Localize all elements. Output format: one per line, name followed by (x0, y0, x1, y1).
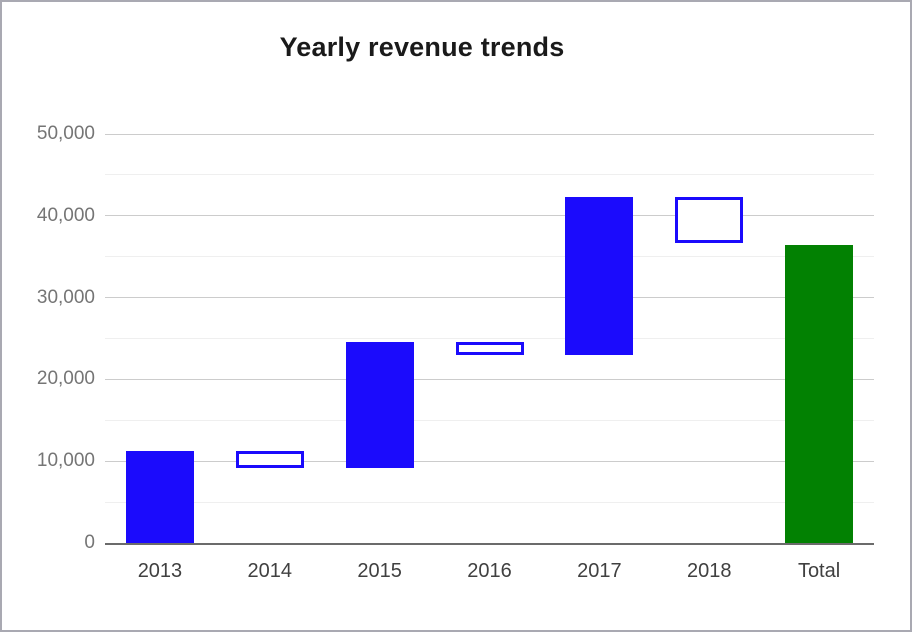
bar-total[interactable] (785, 245, 854, 543)
y-tick-label: 30,000 (36, 286, 95, 308)
gridline-minor (105, 256, 874, 258)
x-axis-label-2018: 2018 (686, 560, 732, 582)
bar-2018[interactable] (675, 196, 744, 243)
x-axis-label-2016: 2016 (467, 560, 512, 582)
gridline-minor (105, 174, 874, 176)
gridline-major (105, 378, 874, 380)
x-axis-label-2017: 2017 (577, 560, 622, 582)
bar-2015[interactable] (345, 341, 414, 468)
x-axis-labels: 2013 2014 2015 2016 2017 2018 Total (105, 558, 874, 588)
x-axis-label-total: Total (797, 560, 841, 582)
gridline-minor (105, 338, 874, 339)
gridline-major (105, 297, 874, 299)
bar-2014[interactable] (235, 450, 304, 468)
y-tick-label: 10,000 (36, 450, 95, 472)
x-axis-label-2013: 2013 (137, 560, 183, 582)
y-tick-label: 50,000 (36, 123, 95, 144)
bar-2016[interactable] (455, 341, 524, 355)
x-axis-label-2015: 2015 (357, 560, 402, 582)
plot-area (105, 133, 874, 545)
y-tick-label: 20,000 (36, 368, 95, 390)
y-axis-labels: 0 10,000 20,000 30,000 40,000 50,000 (2, 123, 95, 553)
x-axis-label-2014: 2014 (247, 560, 293, 582)
x-axis-baseline (105, 543, 874, 545)
gridline-major (105, 215, 874, 217)
y-tick-label: 0 (84, 532, 95, 553)
gridline-major (105, 133, 874, 135)
gridline-minor (105, 501, 874, 503)
y-tick-label: 40,000 (36, 204, 95, 226)
bar-2013[interactable] (125, 450, 194, 543)
gridline-minor (105, 419, 874, 421)
bar-2017[interactable] (565, 196, 634, 355)
gridline-major (105, 460, 874, 462)
chart-title: Yearly revenue trends (279, 32, 565, 62)
